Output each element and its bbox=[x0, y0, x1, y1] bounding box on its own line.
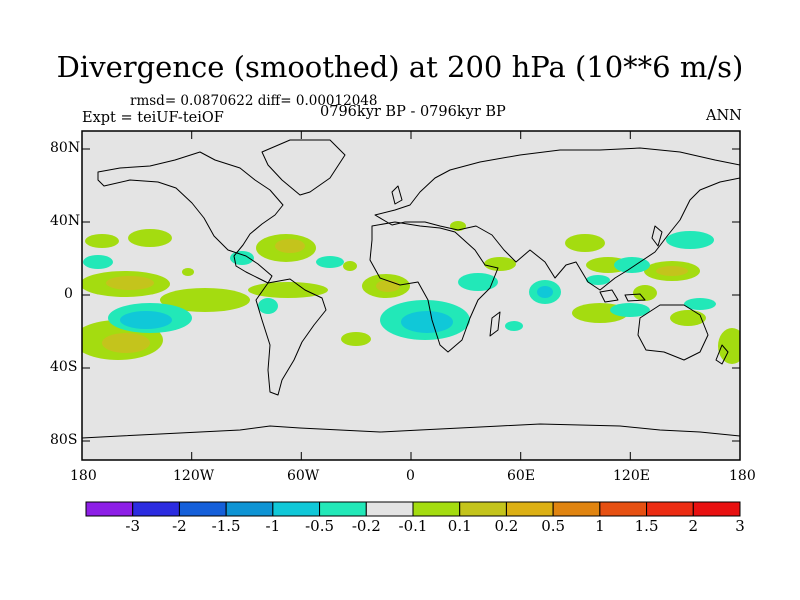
lat-label: 0 bbox=[64, 286, 73, 302]
colorbar-box bbox=[459, 501, 507, 517]
lon-label: 180 bbox=[729, 468, 756, 484]
colorbar-tick-label: -0.2 bbox=[351, 517, 381, 535]
lon-label: 120E bbox=[613, 468, 650, 484]
colorbar-tick-label: 0.2 bbox=[494, 517, 519, 535]
colorbar-box bbox=[132, 501, 180, 517]
experiment-label: Expt = teiUF-teiOF bbox=[82, 110, 224, 126]
stats-label: rmsd= 0.0870622 diff= 0.00012048 bbox=[130, 93, 378, 109]
colorbar-tick-label: 0.5 bbox=[541, 517, 566, 535]
colorbar-tick-label: 0.1 bbox=[447, 517, 472, 535]
colorbar-box bbox=[552, 501, 601, 517]
lat-tick-marks bbox=[82, 148, 740, 442]
colorbar-tick-label: -1.5 bbox=[211, 517, 241, 535]
colorbar-box bbox=[646, 501, 694, 517]
lat-label: 40S bbox=[50, 359, 78, 375]
colorbar-tick-label: -0.1 bbox=[398, 517, 428, 535]
lon-label: 120W bbox=[173, 468, 215, 484]
lon-label: 0 bbox=[406, 468, 415, 484]
colorbar bbox=[85, 501, 741, 517]
lat-label: 80N bbox=[50, 140, 81, 156]
colorbar-box bbox=[599, 501, 648, 517]
lat-label: 40N bbox=[50, 213, 81, 229]
colorbar-tick-label: -2 bbox=[172, 517, 187, 535]
colorbar-box bbox=[692, 501, 741, 517]
colorbar-tick-label: 3 bbox=[735, 517, 745, 535]
contour-fills bbox=[82, 221, 740, 364]
lon-label: 60E bbox=[507, 468, 536, 484]
coastlines bbox=[82, 139, 740, 439]
colorbar-box bbox=[365, 501, 414, 517]
map-title: Divergence (smoothed) at 200 hPa (10**6 … bbox=[56, 50, 744, 84]
lon-label: 180 bbox=[70, 468, 97, 484]
lon-tick-marks bbox=[81, 131, 741, 460]
colorbar-box bbox=[505, 501, 554, 517]
lat-label: 80S bbox=[50, 432, 78, 448]
colorbar-box bbox=[319, 501, 367, 517]
lon-label: 60W bbox=[287, 468, 320, 484]
colorbar-tick-label: 1 bbox=[595, 517, 605, 535]
colorbar-tick-label: -3 bbox=[125, 517, 141, 535]
colorbar-box bbox=[272, 501, 321, 517]
colorbar-box bbox=[178, 501, 227, 517]
period-label: 0796kyr BP - 0796kyr BP bbox=[320, 104, 506, 120]
colorbar-box bbox=[412, 501, 461, 517]
colorbar-tick-label: 1.5 bbox=[634, 517, 659, 535]
season-label: ANN bbox=[706, 108, 742, 124]
colorbar-tick-label: -0.5 bbox=[305, 517, 335, 535]
colorbar-box bbox=[225, 501, 274, 517]
colorbar-tick-label: -1 bbox=[265, 517, 281, 535]
colorbar-box bbox=[85, 501, 134, 517]
colorbar-tick-label: 2 bbox=[688, 517, 699, 535]
